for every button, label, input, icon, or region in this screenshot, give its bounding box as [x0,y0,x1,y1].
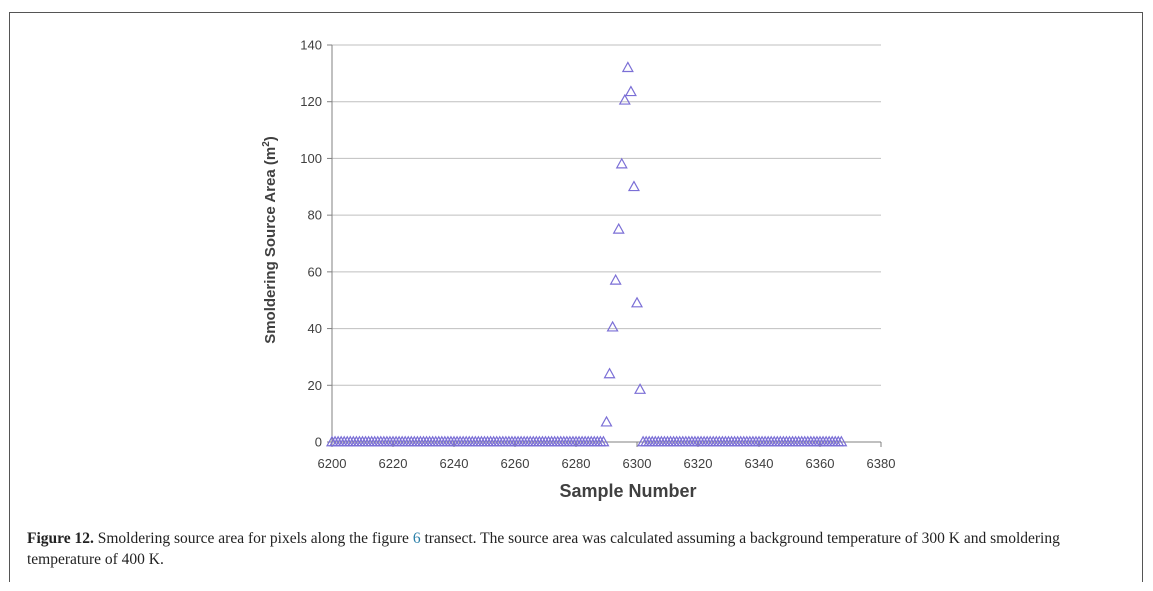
data-point-6367 [835,435,848,447]
data-point-6291 [603,367,616,379]
y-tick-label-40: 40 [308,321,322,336]
data-point-6293 [609,273,622,285]
x-tick-label-6280: 6280 [562,456,591,471]
x-tick-labels: 6200 6220 6240 6260 6280 6300 6320 6340 6360 6380 [318,456,896,471]
y-tick-label-140: 140 [300,38,322,53]
x-tick-label-6240: 6240 [440,456,469,471]
caption-text-2: transect. The source area was calculated… [27,530,1060,568]
x-tick-label-6220: 6220 [379,456,408,471]
x-tick-label-6380: 6380 [867,456,896,471]
data-point-6295 [615,157,628,169]
figure-caption: Figure 12. Smoldering source area for pi… [27,528,1127,570]
x-tick-label-6320: 6320 [684,456,713,471]
y-axis-title-superscript: 2 [261,141,272,147]
x-tick-label-6340: 6340 [745,456,774,471]
data-point-6296 [618,93,631,105]
y-axis-title-text: Smoldering Source Area (m [262,146,279,344]
x-tick-label-6260: 6260 [501,456,530,471]
y-tick-labels: 0 20 40 60 80 100 120 140 [300,38,322,450]
y-tick-label-120: 120 [300,94,322,109]
axes [327,44,882,447]
y-axis-title: Smoldering Source Area (m2) [261,110,281,370]
gridlines [332,44,881,386]
y-tick-label-20: 20 [308,378,322,393]
y-tick-label-0: 0 [315,435,322,450]
data-point-6292 [606,320,619,332]
y-tick-label-60: 60 [308,264,322,279]
y-tick-label-80: 80 [308,208,322,223]
data-points [325,61,848,447]
data-point-6298 [624,85,637,97]
data-point-6290 [600,415,613,427]
x-tick-label-6200: 6200 [318,456,347,471]
data-point-6297 [621,61,634,73]
x-tick-label-6300: 6300 [623,456,652,471]
data-point-6299 [627,180,640,192]
x-axis-title: Sample Number [559,481,697,501]
caption-text-1: Smoldering source area for pixels along … [93,530,413,547]
data-point-6289 [597,435,610,447]
data-point-6294 [612,222,625,234]
y-axis-title-tail: ) [262,136,279,142]
data-point-6301 [634,383,647,394]
x-tick-label-6360: 6360 [806,456,835,471]
figure-frame [9,12,1143,582]
y-tick-label-100: 100 [300,151,322,166]
caption-label: Figure 12. [27,530,94,547]
data-point-6300 [630,296,644,308]
caption-figure-link[interactable]: 6 [412,530,421,547]
